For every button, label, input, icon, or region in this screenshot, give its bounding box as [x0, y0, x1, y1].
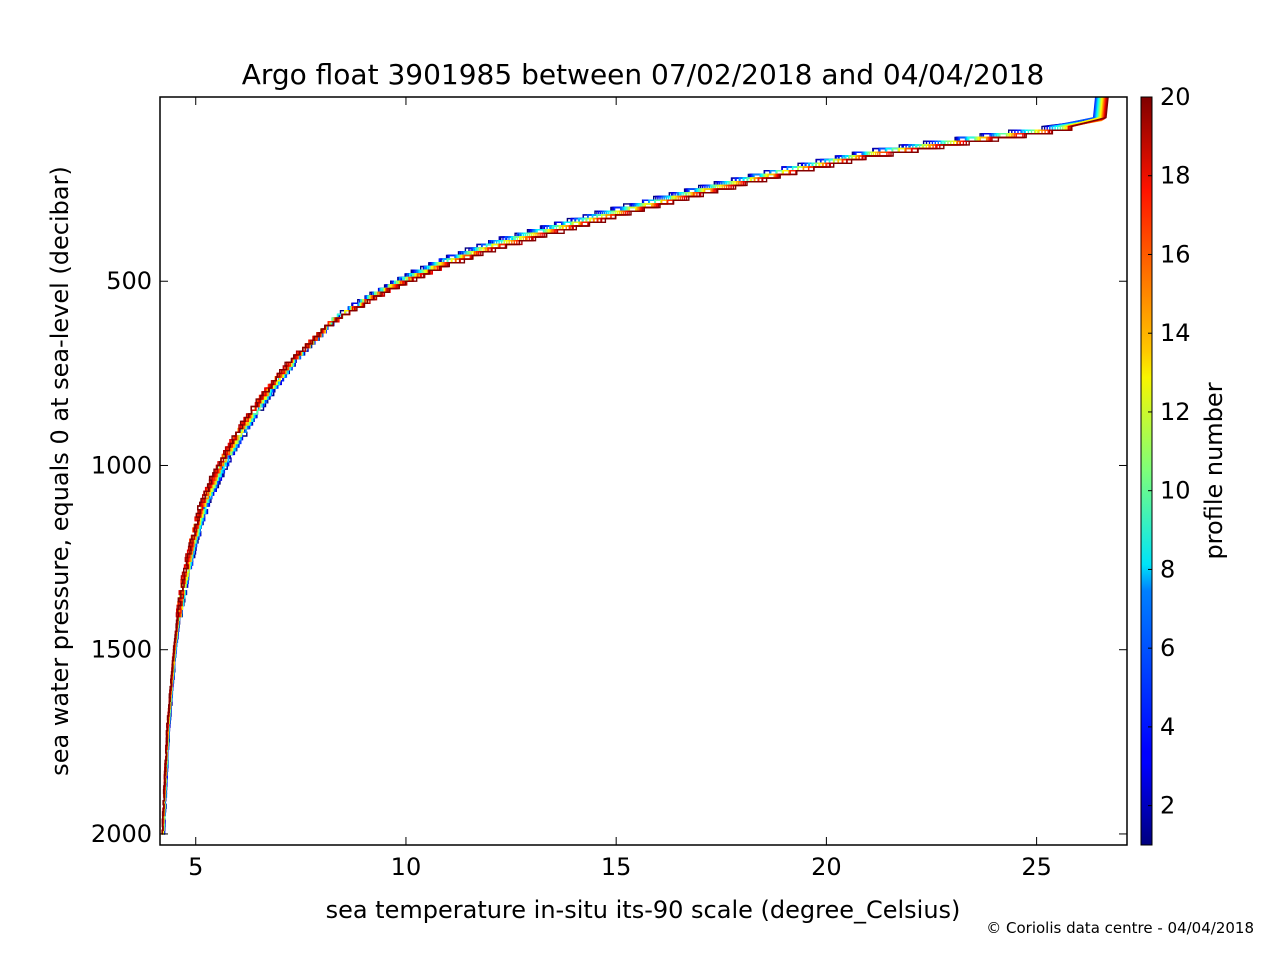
- colorbar-label: profile number: [1200, 382, 1228, 559]
- x-tick-label: 25: [1021, 853, 1052, 881]
- colorbar-ticks: 2 4 6 8 10 12 14 16 18 20: [1148, 83, 1191, 820]
- colorbar-tick-label: 14: [1160, 319, 1191, 347]
- colorbar-tick-label: 20: [1160, 83, 1191, 111]
- colorbar-tick-label: 16: [1160, 240, 1191, 268]
- y-tick-label: 1000: [91, 451, 152, 479]
- x-tick-label: 15: [601, 853, 632, 881]
- y-tick-label: 2000: [91, 820, 152, 848]
- x-tick-label: 5: [188, 853, 203, 881]
- colorbar-tick-label: 6: [1160, 634, 1175, 662]
- y-axis-label: sea water pressure, equals 0 at sea-leve…: [46, 166, 74, 776]
- x-tick-label: 20: [811, 853, 842, 881]
- profile-lines: [161, 97, 1109, 835]
- colorbar-tick-label: 4: [1160, 713, 1175, 741]
- x-axis: 5 10 15 20 25: [188, 97, 1052, 881]
- y-axis: 500 1000 1500 2000: [91, 267, 1127, 848]
- x-axis-label: sea temperature in-situ its-90 scale (de…: [326, 896, 961, 924]
- profile-line-20: [161, 97, 1109, 835]
- colorbar-tick-label: 2: [1160, 792, 1175, 820]
- colorbar-tick-label: 12: [1160, 398, 1191, 426]
- x-tick-label: 10: [391, 853, 422, 881]
- colorbar-tick-label: 18: [1160, 162, 1191, 190]
- y-tick-label: 500: [106, 267, 152, 295]
- colorbar: [1140, 96, 1153, 846]
- y-tick-label: 1500: [91, 636, 152, 664]
- chart-title: Argo float 3901985 between 07/02/2018 an…: [242, 58, 1045, 91]
- credit-text: © Coriolis data centre - 04/04/2018: [986, 919, 1254, 937]
- plot-frame: [159, 96, 1128, 846]
- colorbar-tick-label: 10: [1160, 477, 1191, 505]
- profile-line-12: [162, 97, 1103, 835]
- colorbar-tick-label: 8: [1160, 555, 1175, 583]
